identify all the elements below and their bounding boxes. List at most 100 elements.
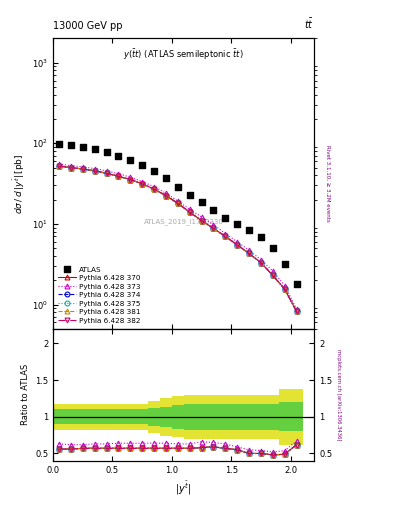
Pythia 6.428 375	[92, 168, 97, 174]
Pythia 6.428 375	[223, 233, 228, 240]
Pythia 6.428 373	[235, 239, 240, 245]
Bar	[124, 403, 136, 430]
ATLAS	[103, 148, 110, 156]
Bar	[196, 403, 208, 430]
Pythia 6.428 374	[211, 225, 216, 231]
Pythia 6.428 381	[199, 218, 204, 224]
ATLAS	[127, 156, 133, 164]
Pythia 6.428 370	[282, 286, 287, 292]
Bar	[208, 403, 219, 430]
Pythia 6.428 373	[211, 222, 216, 228]
Line: Pythia 6.428 375: Pythia 6.428 375	[57, 164, 299, 314]
Pythia 6.428 375	[294, 308, 299, 314]
Pythia 6.428 370	[175, 200, 180, 206]
Bar	[124, 410, 136, 424]
Bar	[196, 395, 208, 439]
Bar	[291, 389, 303, 444]
Bar	[53, 403, 65, 430]
Pythia 6.428 374	[282, 286, 287, 292]
Pythia 6.428 375	[175, 200, 180, 206]
Pythia 6.428 382	[211, 225, 216, 231]
Pythia 6.428 373	[128, 174, 132, 180]
Pythia 6.428 373	[57, 161, 61, 167]
Bar	[267, 395, 279, 439]
Pythia 6.428 382	[175, 200, 180, 206]
Pythia 6.428 373	[294, 306, 299, 312]
Pythia 6.428 374	[116, 173, 121, 179]
Pythia 6.428 374	[140, 181, 145, 187]
Bar	[65, 410, 77, 424]
Text: $y(\bar{t}t)$ (ATLAS semileptonic $\bar{t}t$): $y(\bar{t}t)$ (ATLAS semileptonic $\bar{…	[123, 47, 244, 62]
Pythia 6.428 370	[294, 308, 299, 314]
Pythia 6.428 382	[187, 209, 192, 215]
Pythia 6.428 375	[247, 250, 252, 257]
Pythia 6.428 375	[187, 209, 192, 215]
Pythia 6.428 370	[247, 250, 252, 257]
ATLAS	[210, 206, 217, 214]
ATLAS	[234, 220, 241, 228]
Bar	[65, 403, 77, 430]
Pythia 6.428 382	[259, 260, 263, 266]
Y-axis label: Rivet 3.1.10, ≥ 3.2M events: Rivet 3.1.10, ≥ 3.2M events	[325, 145, 330, 222]
Pythia 6.428 375	[163, 193, 168, 199]
Bar	[112, 403, 124, 430]
Text: $t\bar{t}$: $t\bar{t}$	[305, 17, 314, 31]
Line: Pythia 6.428 382: Pythia 6.428 382	[57, 164, 299, 314]
Pythia 6.428 375	[81, 166, 85, 172]
ATLAS	[68, 141, 74, 149]
Pythia 6.428 381	[152, 186, 156, 192]
Pythia 6.428 370	[152, 186, 156, 192]
Bar	[101, 403, 112, 430]
ATLAS	[92, 145, 98, 154]
Bar	[243, 403, 255, 430]
Pythia 6.428 374	[175, 200, 180, 206]
Bar	[101, 410, 112, 424]
Bar	[255, 395, 267, 439]
Pythia 6.428 370	[163, 193, 168, 199]
Pythia 6.428 373	[223, 230, 228, 237]
Bar	[89, 403, 101, 430]
Line: Pythia 6.428 374: Pythia 6.428 374	[57, 164, 299, 314]
Pythia 6.428 382	[294, 308, 299, 314]
Pythia 6.428 374	[187, 209, 192, 215]
Pythia 6.428 374	[270, 272, 275, 279]
Pythia 6.428 373	[187, 206, 192, 212]
Pythia 6.428 381	[211, 225, 216, 231]
Pythia 6.428 375	[235, 242, 240, 248]
ATLAS	[294, 280, 300, 288]
Bar	[160, 407, 172, 427]
ATLAS	[222, 214, 228, 222]
Bar	[112, 410, 124, 424]
Y-axis label: $d\sigma\,/\,d\,|y^{\bar{t}}|\,[\mathrm{pb}]$: $d\sigma\,/\,d\,|y^{\bar{t}}|\,[\mathrm{…	[11, 154, 27, 214]
Bar	[160, 398, 172, 436]
Pythia 6.428 375	[270, 272, 275, 279]
Pythia 6.428 370	[199, 218, 204, 224]
Bar	[279, 389, 291, 444]
Bar	[279, 402, 291, 432]
Pythia 6.428 381	[68, 164, 73, 170]
Bar	[172, 396, 184, 437]
Pythia 6.428 375	[282, 286, 287, 292]
Y-axis label: Ratio to ATLAS: Ratio to ATLAS	[20, 364, 29, 425]
Pythia 6.428 374	[104, 170, 109, 176]
Pythia 6.428 382	[270, 272, 275, 279]
Text: ATLAS_2019_I1750330: ATLAS_2019_I1750330	[144, 218, 224, 225]
Pythia 6.428 374	[294, 308, 299, 314]
Pythia 6.428 373	[199, 214, 204, 220]
Pythia 6.428 374	[68, 164, 73, 170]
Pythia 6.428 381	[187, 209, 192, 215]
Pythia 6.428 373	[270, 268, 275, 274]
Pythia 6.428 382	[223, 233, 228, 240]
Line: Pythia 6.428 373: Pythia 6.428 373	[57, 162, 299, 311]
Bar	[136, 410, 148, 424]
Bar	[219, 395, 231, 439]
Bar	[231, 403, 243, 430]
ATLAS	[56, 140, 62, 148]
Bar	[136, 403, 148, 430]
Pythia 6.428 370	[140, 181, 145, 187]
Pythia 6.428 375	[68, 164, 73, 170]
ATLAS	[281, 260, 288, 268]
ATLAS	[151, 167, 157, 175]
Bar	[77, 410, 89, 424]
Pythia 6.428 370	[68, 164, 73, 170]
